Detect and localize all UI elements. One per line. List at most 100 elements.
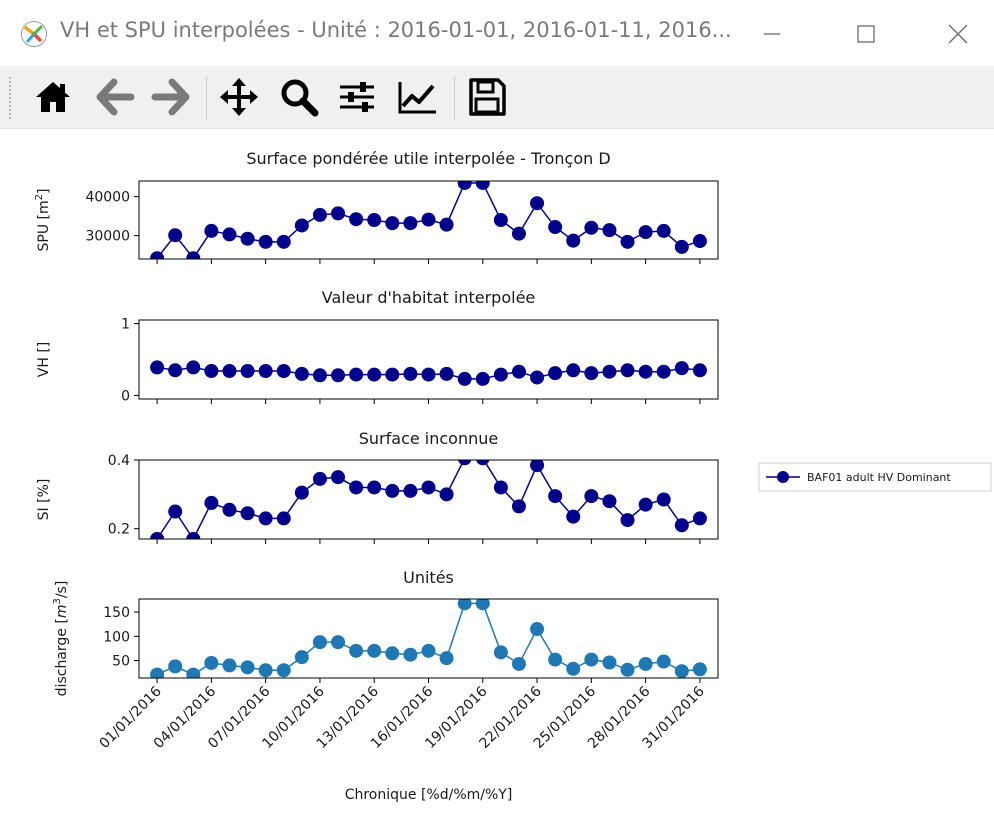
data-point bbox=[638, 656, 653, 671]
data-point bbox=[258, 234, 273, 249]
save-button[interactable] bbox=[466, 76, 508, 118]
data-point bbox=[548, 220, 563, 235]
data-point bbox=[367, 480, 382, 495]
data-point bbox=[403, 483, 418, 498]
data-point bbox=[439, 217, 454, 232]
data-point bbox=[511, 499, 526, 514]
data-point bbox=[258, 663, 273, 678]
data-point bbox=[475, 460, 490, 466]
arrow-left-icon bbox=[96, 78, 135, 116]
data-point bbox=[566, 233, 581, 248]
y-axis-label: VH [] bbox=[36, 342, 52, 377]
data-point bbox=[566, 661, 581, 676]
data-point bbox=[584, 489, 599, 504]
close-icon bbox=[948, 24, 968, 44]
y-tick-label: 1 bbox=[121, 317, 130, 333]
data-point bbox=[240, 231, 255, 246]
y-tick-label: 30000 bbox=[85, 229, 130, 245]
data-point bbox=[421, 212, 436, 227]
data-point bbox=[240, 660, 255, 675]
data-point bbox=[421, 480, 436, 495]
minimize-button[interactable] bbox=[752, 18, 792, 50]
data-point bbox=[584, 652, 599, 667]
data-point bbox=[222, 363, 237, 378]
data-point bbox=[186, 532, 201, 539]
data-point bbox=[439, 366, 454, 381]
data-point bbox=[168, 363, 183, 378]
data-point bbox=[294, 218, 309, 233]
data-point bbox=[439, 487, 454, 502]
maximize-icon bbox=[857, 25, 875, 43]
subplot-1: Surface pondérée utile interpolée - Tron… bbox=[34, 149, 719, 264]
data-point bbox=[493, 480, 508, 495]
data-point bbox=[457, 371, 472, 386]
data-point bbox=[367, 367, 382, 382]
zoom-button[interactable] bbox=[278, 76, 320, 118]
data-point bbox=[692, 234, 707, 249]
minimize-icon bbox=[764, 33, 780, 35]
data-point bbox=[638, 497, 653, 512]
y-tick-label: 40000 bbox=[85, 190, 130, 206]
data-point bbox=[168, 659, 183, 674]
subplot-title: Surface inconnue bbox=[359, 429, 498, 448]
legend: BAF01 adult HV Dominant bbox=[758, 462, 992, 492]
data-point bbox=[656, 223, 671, 238]
subplots-button[interactable] bbox=[336, 76, 378, 118]
data-point bbox=[331, 368, 346, 383]
y-axis-label: SPU [m2] bbox=[34, 189, 52, 252]
home-button[interactable] bbox=[32, 76, 74, 118]
data-point bbox=[349, 367, 364, 382]
subplot-2: Valeur d'habitat interpolée 0 1 VH [] bbox=[36, 288, 719, 404]
navigation-toolbar bbox=[0, 66, 994, 129]
data-point bbox=[638, 364, 653, 379]
magnifier-icon bbox=[281, 79, 319, 117]
data-point bbox=[349, 643, 364, 658]
data-point bbox=[276, 363, 291, 378]
toolbar-grip[interactable] bbox=[8, 76, 12, 120]
data-point bbox=[548, 489, 563, 504]
subplot-title: Valeur d'habitat interpolée bbox=[322, 288, 536, 307]
data-point bbox=[620, 363, 635, 378]
data-point bbox=[493, 213, 508, 227]
data-point bbox=[294, 485, 309, 500]
matplotlib-figure: Surface pondérée utile interpolée - Tron… bbox=[34, 149, 992, 803]
data-point bbox=[349, 480, 364, 495]
data-point bbox=[150, 251, 165, 259]
series-line bbox=[156, 460, 701, 539]
data-point bbox=[602, 223, 617, 238]
y-axis-label: discharge [m3/s] bbox=[52, 581, 70, 697]
back-button[interactable] bbox=[94, 76, 136, 118]
window-titlebar: VH et SPU interpolées - Unité : 2016-01-… bbox=[0, 0, 994, 66]
y-axis-label: SI [%] bbox=[36, 479, 52, 521]
line-chart-icon bbox=[398, 82, 436, 114]
data-point bbox=[638, 225, 653, 240]
data-point bbox=[602, 494, 617, 509]
data-point bbox=[331, 635, 346, 650]
data-point bbox=[674, 518, 689, 533]
forward-button[interactable] bbox=[150, 76, 192, 118]
data-point bbox=[566, 509, 581, 524]
y-tick-label: 0.2 bbox=[108, 522, 130, 538]
axes-frame bbox=[138, 319, 719, 400]
data-point bbox=[403, 216, 418, 231]
maximize-button[interactable] bbox=[846, 18, 886, 50]
edit-axes-button[interactable] bbox=[396, 76, 438, 118]
data-point bbox=[367, 643, 382, 658]
close-button[interactable] bbox=[938, 18, 978, 50]
data-point bbox=[493, 645, 508, 660]
data-point bbox=[312, 471, 327, 486]
data-point bbox=[602, 364, 617, 379]
data-point bbox=[276, 511, 291, 526]
window-title: VH et SPU interpolées - Unité : 2016-01-… bbox=[60, 18, 732, 42]
data-point bbox=[511, 656, 526, 671]
data-point bbox=[168, 504, 183, 519]
data-point bbox=[457, 460, 472, 466]
data-point bbox=[204, 363, 219, 378]
series-group bbox=[150, 599, 707, 678]
data-point bbox=[692, 363, 707, 378]
legend-label: BAF01 adult HV Dominant bbox=[807, 471, 951, 484]
data-point bbox=[674, 361, 689, 376]
series-group bbox=[150, 181, 707, 259]
pan-button[interactable] bbox=[218, 76, 260, 118]
data-point bbox=[150, 532, 165, 539]
